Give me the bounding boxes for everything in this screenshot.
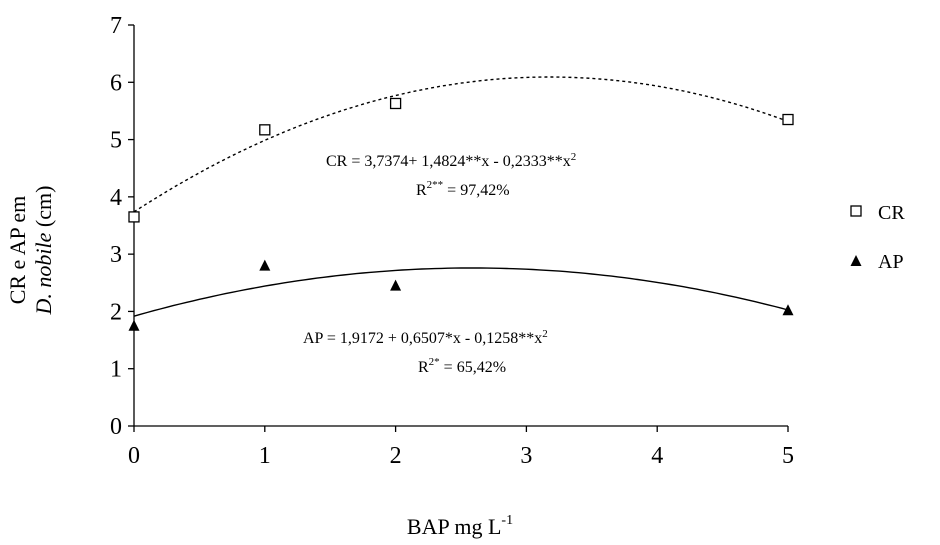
- y-tick-label: 3: [110, 242, 122, 268]
- y-axis-title-line2: D. nobile (cm): [31, 186, 56, 316]
- data-point-ap: [782, 304, 794, 316]
- data-point-cr: [128, 211, 140, 223]
- data-points: [128, 97, 794, 331]
- x-tick-label: 5: [782, 443, 794, 469]
- data-point-ap: [259, 259, 271, 271]
- legend: CR AP: [850, 202, 905, 273]
- ap-r2-sup: 2*: [429, 356, 440, 368]
- y-axis-title-line1: CR e AP em: [5, 196, 30, 305]
- y-tick-label: 5: [110, 128, 122, 154]
- data-point-cr: [389, 97, 402, 110]
- x-axis-title-sup: -1: [501, 513, 513, 528]
- cr-r2: R2** = 97,42%: [416, 179, 510, 199]
- data-point-cr: [259, 124, 271, 136]
- legend-marker-ap: [850, 255, 862, 266]
- data-point-ap: [128, 319, 140, 331]
- ap-r2: R2* = 65,42%: [418, 356, 506, 376]
- x-axis-title-text: BAP mg L: [407, 514, 502, 539]
- y-tick-label: 1: [110, 357, 122, 383]
- axes: 0 1 2 3 4 5 6 7 0 1 2 3 4 5: [110, 13, 794, 469]
- y-axis-title-unit: (cm): [31, 186, 56, 233]
- ap-equation-sup: 2: [542, 328, 548, 340]
- fit-curve-ap: [133, 267, 789, 317]
- x-tick-label: 4: [651, 443, 663, 469]
- y-tick-label: 7: [110, 13, 122, 39]
- y-tick-label: 4: [110, 185, 122, 211]
- cr-equation-text: CR = 3,7374+ 1,4824**x - 0,2333**x: [326, 153, 571, 170]
- ap-equation-text: AP = 1,9172 + 0,6507*x - 0,1258**x: [303, 330, 542, 347]
- legend-label-cr: CR: [878, 202, 905, 224]
- fit-curves: [133, 76, 789, 317]
- cr-equation-sup: 2: [571, 151, 577, 163]
- x-tick-label: 2: [390, 443, 402, 469]
- cr-r2-value: = 97,42%: [443, 182, 509, 199]
- y-axis-title: CR e AP em D. nobile (cm): [5, 186, 56, 316]
- data-point-ap: [390, 279, 402, 291]
- x-axis-title: BAP mg L-1: [407, 513, 513, 539]
- legend-marker-cr: [850, 205, 862, 217]
- ap-r2-value: = 65,42%: [440, 359, 506, 376]
- y-tick-label: 6: [110, 70, 122, 96]
- ap-equation: AP = 1,9172 + 0,6507*x - 0,1258**x2: [303, 328, 548, 347]
- legend-label-ap: AP: [878, 251, 904, 273]
- ap-r2-prefix: R: [418, 359, 429, 376]
- y-axis-title-species: D. nobile: [31, 232, 56, 315]
- y-tick-label: 0: [110, 414, 122, 440]
- x-tick-label: 1: [259, 443, 271, 469]
- cr-r2-prefix: R: [416, 182, 427, 199]
- y-tick-label: 2: [110, 299, 122, 325]
- cr-equation: CR = 3,7374+ 1,4824**x - 0,2333**x2: [326, 151, 576, 170]
- x-tick-label: 0: [128, 443, 140, 469]
- cr-r2-sup: 2**: [427, 179, 444, 191]
- x-tick-label: 3: [520, 443, 532, 469]
- data-point-cr: [782, 113, 794, 126]
- fit-curve-cr: [133, 76, 789, 213]
